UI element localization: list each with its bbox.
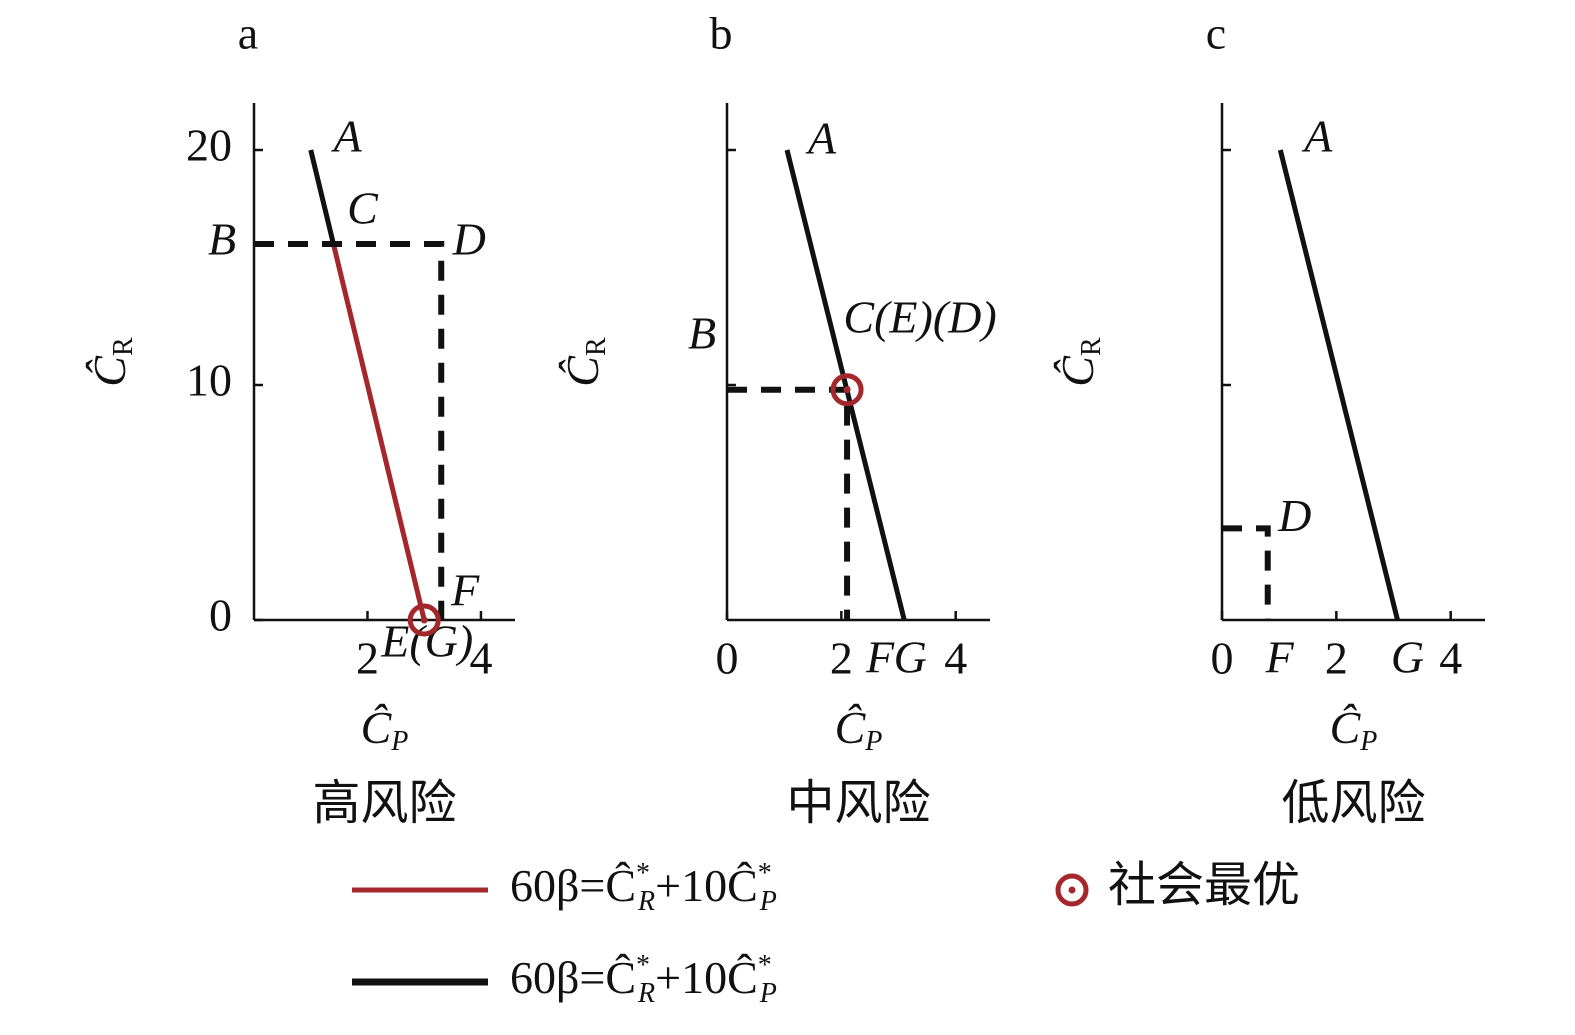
social-optimum [830,373,864,407]
legend-optimum-dot [1068,886,1076,894]
social-optimum-dot [843,386,851,394]
point-label: C(E)(D) [843,291,996,342]
point-label: B [688,307,716,358]
point-label: F [1265,632,1295,683]
panel-subtitle: 高风险 [312,777,456,830]
x-axis-label-sub: P [864,726,882,757]
x-axis-label: ĈP [361,702,409,758]
point-label: G [1391,632,1424,683]
y-axis-label: ĈR [557,337,613,387]
legend-optimum-label: 社会最优 [1108,859,1300,912]
dashed-guide [1222,525,1271,620]
legend-optimum-marker [1055,873,1089,907]
y-axis-label-base: Ĉ [1052,355,1103,387]
y-axis-label-sub: R [1076,337,1107,356]
x-tick-label: 4 [469,633,492,684]
point-label: B [208,214,236,265]
x-tick-label: 2 [830,633,853,684]
legend-label-part: * [636,950,650,981]
y-tick-label: 0 [209,590,232,641]
legend-label-part: 60β=Ĉ [510,860,636,911]
x-tick-label: 2 [1325,633,1348,684]
x-tick-label: 0 [1211,633,1234,684]
y-axis-label-base: Ĉ [84,355,135,387]
panel-subtitle: 低风险 [1281,777,1425,830]
x-tick-label: 4 [944,633,967,684]
point-label: A [1301,111,1333,162]
panel-label: b [710,8,733,59]
legend-label-part: R [637,886,655,917]
x-axis-label: ĈP [835,702,883,758]
panel-label: c [1206,8,1226,59]
legend-label: 60β=Ĉ* R+10Ĉ* P [510,858,777,917]
line [1277,149,1400,621]
point-label: C [347,183,379,234]
legend-label-part: P [759,978,777,1009]
point-label: A [331,111,363,162]
point-label: D [1277,490,1311,541]
legend-label-part: +10Ĉ [655,860,758,911]
social-optimum [407,603,441,637]
dashed-guide [727,386,851,620]
point-label: A [805,113,837,164]
legend-label-part: * [636,858,650,889]
legend-label-part: +10Ĉ [655,952,758,1003]
legend-label: 60β=Ĉ* R+10Ĉ* P [510,950,777,1009]
point-label: F [865,632,895,683]
y-axis-label-base: Ĉ [557,355,608,387]
y-tick-label: 10 [186,355,232,406]
x-tick-label: 2 [356,633,379,684]
dashed-guide [254,241,445,620]
y-axis-label-sub: R [108,337,139,356]
legend-label-part: 60β=Ĉ [510,952,636,1003]
line [784,149,907,621]
line [331,243,427,621]
point-label: G [894,632,927,683]
point-label: D [452,214,486,265]
y-axis-label-sub: R [581,337,612,356]
panel-label: a [238,8,258,59]
x-tick-label: 0 [716,633,739,684]
x-axis-label-sub: P [1359,726,1377,757]
panel-subtitle: 中风险 [786,777,930,830]
line [308,149,336,245]
x-axis-label-base: Ĉ [835,702,867,753]
legend-label-part: * [758,858,772,889]
social-optimum-dot [420,616,428,624]
x-axis-label-base: Ĉ [361,702,393,753]
y-tick-label: 20 [186,120,232,171]
point-label: F [450,565,480,616]
y-axis-label: ĈR [1052,337,1108,387]
legend-label-part: R [637,978,655,1009]
x-axis-label-sub: P [390,726,408,757]
y-axis-label: ĈR [84,337,140,387]
x-tick-label: 4 [1439,633,1462,684]
legend-label-part: P [759,886,777,917]
x-axis-label-base: Ĉ [1330,702,1362,753]
point-label: E(G) [380,616,473,667]
x-axis-label: ĈP [1330,702,1378,758]
legend-label-part: * [758,950,772,981]
